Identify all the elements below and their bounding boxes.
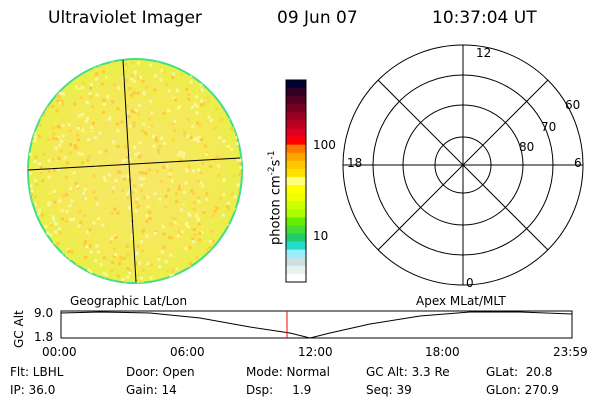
colorbar [285,79,307,283]
lat-80: 80 [519,140,535,154]
geo-title: Geographic Lat/Lon [70,294,188,308]
status-gain: Gain: 14 [126,383,177,397]
colorbar-swatch [286,257,306,267]
timeline-ylabel: GC Alt [12,310,26,348]
status-seq: Seq: 39 [366,383,412,397]
colorbar-swatch [286,128,306,138]
colorbar-swatch [286,241,306,251]
status-glat: GLat: 20.8 [486,365,553,379]
meridian-line [122,59,137,283]
xtick-1200: 12:00 [298,345,333,359]
mlt-12: 12 [476,46,492,60]
colorbar-swatch [286,225,306,235]
colorbar-swatch [286,112,306,121]
colorbar-swatch [286,168,306,178]
lat-70: 70 [541,120,557,134]
time-label: 10:37:04 UT [432,8,537,28]
colorbar-swatch [286,201,306,210]
instrument-title: Ultraviolet Imager [48,8,202,28]
status-dsp: Dsp: 1.9 [246,383,312,397]
colorbar-swatch [286,217,306,226]
status-ip: IP: 36.0 [10,383,56,397]
colorbar-tick-10: 10 [313,229,329,243]
status-filter: Flt: LBHL [10,365,64,379]
ytick-1.8: 1.8 [34,330,54,344]
colorbar-swatch [286,88,306,97]
status-glon: GLon: 270.9 [486,383,559,397]
lat-60: 60 [565,98,581,112]
status-mode: Mode: Normal [246,365,330,379]
uv-image-disk [27,58,243,284]
colorbar-swatch [286,96,306,105]
colorbar-swatch [286,209,306,218]
mlt-6: 6 [574,156,582,170]
colorbar-swatch [286,233,306,243]
latitude-line [27,157,241,171]
status-gcalt: GC Alt: 3.3 Re [366,365,450,379]
ytick-9: 9.0 [34,306,54,320]
colorbar-swatch [286,185,306,194]
colorbar-swatch [286,80,306,89]
colorbar-tick-100: 100 [313,138,336,152]
xtick-0600: 06:00 [170,345,205,359]
colorbar-swatch [286,273,306,283]
colorbar-swatch [286,249,306,259]
xtick-1800: 18:00 [425,345,460,359]
timeline-plot [60,310,573,339]
colorbar-swatch [286,176,306,186]
colorbar-swatch [286,160,306,170]
xtick-0000: 00:00 [42,345,77,359]
colorbar-swatch [286,152,306,162]
colorbar-swatch [286,104,306,113]
colorbar-label: photon cm-2s-1 [267,150,284,245]
colorbar-swatch [286,136,306,146]
polar-grid [342,44,584,286]
apex-title: Apex MLat/MLT [416,294,506,308]
mlt-18: 18 [347,156,363,170]
date-label: 09 Jun 07 [277,8,358,28]
colorbar-swatch [286,120,306,129]
colorbar-swatch [286,265,306,275]
status-door: Door: Open [126,365,195,379]
colorbar-swatch [286,144,306,154]
xtick-2359: 23:59 [553,345,588,359]
colorbar-swatch [286,193,306,202]
mlt-0: 0 [466,276,474,290]
